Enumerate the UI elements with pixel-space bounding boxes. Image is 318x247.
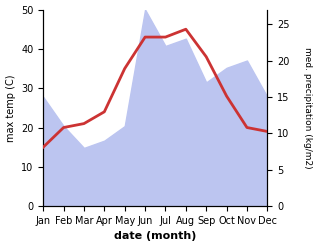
X-axis label: date (month): date (month) bbox=[114, 231, 197, 242]
Y-axis label: max temp (C): max temp (C) bbox=[5, 74, 16, 142]
Y-axis label: med. precipitation (kg/m2): med. precipitation (kg/m2) bbox=[303, 47, 313, 169]
